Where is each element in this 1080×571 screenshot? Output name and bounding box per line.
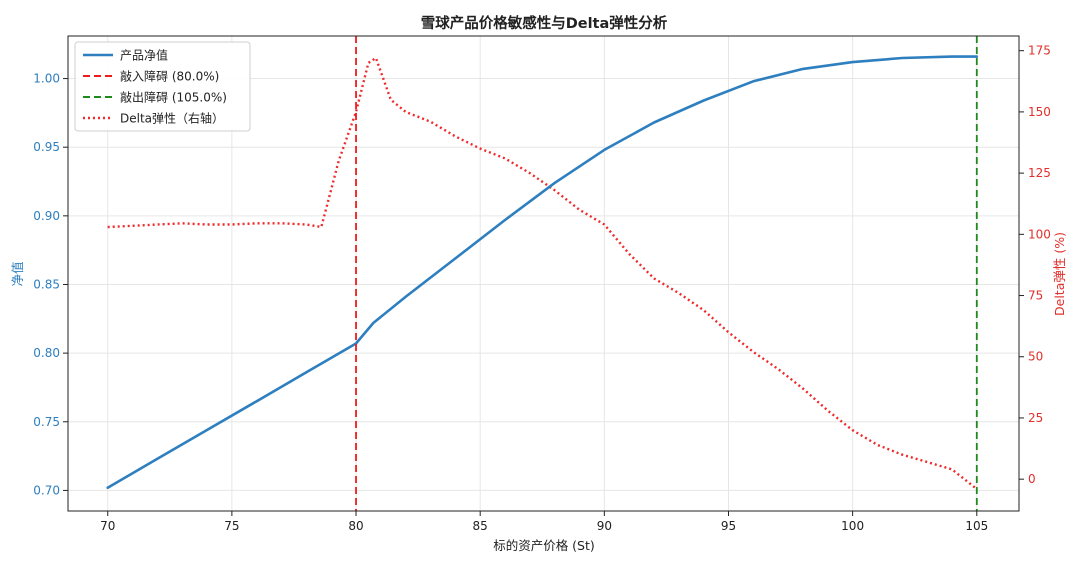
grid xyxy=(68,36,1019,511)
x-axis: 70 75 80 85 90 95 100 105 xyxy=(100,511,988,533)
legend-label-delta: Delta弹性（右轴） xyxy=(120,111,224,126)
x-tick-label: 105 xyxy=(965,519,988,533)
right-y-tick-label: 100 xyxy=(1028,227,1051,241)
left-y-tick-label: 0.75 xyxy=(33,415,60,429)
legend-label-knock-out: 敲出障碍 (105.0%) xyxy=(120,90,227,105)
right-y-tick-label: 75 xyxy=(1028,289,1043,303)
x-tick-label: 75 xyxy=(224,519,239,533)
left-y-tick-label: 1.00 xyxy=(33,72,60,86)
left-y-tick-label: 0.85 xyxy=(33,277,60,291)
left-y-axis: 0.70 0.75 0.80 0.85 0.90 0.95 1.00 xyxy=(33,72,68,497)
right-y-axis: 0 25 50 75 100 125 150 175 xyxy=(1019,44,1051,486)
right-y-tick-label: 125 xyxy=(1028,166,1051,180)
x-tick-label: 100 xyxy=(841,519,864,533)
legend-label-nav: 产品净值 xyxy=(120,48,168,63)
x-tick-label: 90 xyxy=(597,519,612,533)
right-y-tick-label: 25 xyxy=(1028,411,1043,425)
x-tick-label: 85 xyxy=(473,519,488,533)
legend: 产品净值 敲入障碍 (80.0%) 敲出障碍 (105.0%) Delta弹性（… xyxy=(74,41,251,132)
x-tick-label: 70 xyxy=(100,519,115,533)
legend-label-knock-in: 敲入障碍 (80.0%) xyxy=(120,69,219,84)
right-y-tick-label: 150 xyxy=(1028,105,1051,119)
plot-frame xyxy=(67,35,1020,512)
chart-title: 雪球产品价格敏感性与Delta弹性分析 xyxy=(421,14,668,32)
left-y-tick-label: 0.95 xyxy=(33,140,60,154)
series-nav xyxy=(106,55,979,490)
x-axis-title: 标的资产价格 (St) xyxy=(493,538,595,553)
left-y-axis-title: 净值 xyxy=(10,261,25,286)
left-y-tick-label: 0.80 xyxy=(33,346,60,360)
x-tick-label: 80 xyxy=(348,519,363,533)
left-y-tick-label: 0.70 xyxy=(33,483,60,497)
right-y-axis-title: Delta弹性 (%) xyxy=(1052,232,1067,316)
legend-box xyxy=(74,41,251,132)
right-y-tick-label: 175 xyxy=(1028,44,1051,58)
series-layer xyxy=(106,36,979,511)
x-tick-label: 95 xyxy=(721,519,736,533)
left-y-tick-label: 0.90 xyxy=(33,209,60,223)
right-y-tick-label: 50 xyxy=(1028,350,1043,364)
right-y-tick-label: 0 xyxy=(1028,472,1036,486)
